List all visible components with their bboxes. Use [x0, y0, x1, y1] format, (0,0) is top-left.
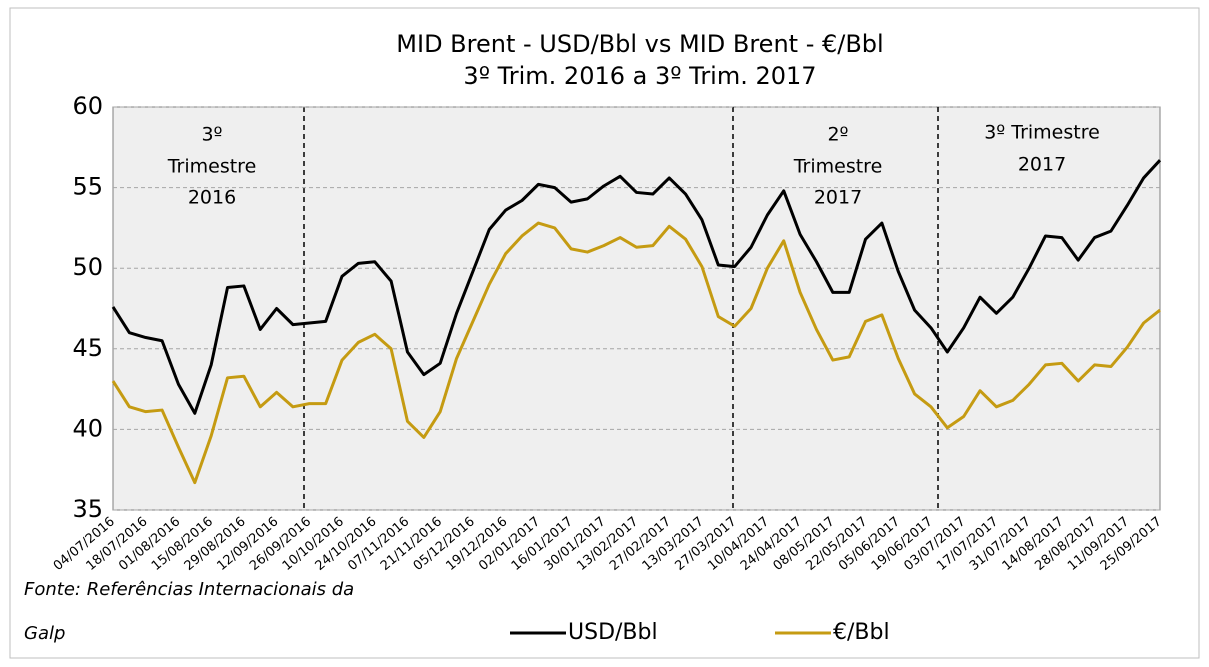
annotation: Trimestre [167, 156, 257, 178]
y-tick-label: 35 [72, 495, 103, 523]
legend-label: €/Bbl [833, 620, 890, 645]
annotation: 2017 [1018, 154, 1066, 176]
source-note: Fonte: Referências Internacionais da Gal… [24, 579, 355, 644]
chart-border [9, 7, 1200, 659]
annotation: 2º [827, 124, 848, 146]
annotation: 3º [201, 124, 222, 146]
chart-subtitle: 3º Trim. 2016 a 3º Trim. 2017 [463, 62, 816, 90]
y-tick-label: 50 [72, 253, 103, 281]
y-tick-label: 55 [72, 173, 103, 201]
chart-title: MID Brent - USD/Bbl vs MID Brent - €/Bbl [396, 30, 883, 58]
y-tick-label: 60 [72, 92, 103, 120]
y-tick-label: 40 [72, 414, 103, 442]
annotation: Trimestre [793, 156, 883, 178]
series-line [111, 159, 1162, 415]
series-line [111, 221, 1161, 485]
plot-area [112, 106, 1161, 511]
legend-label: USD/Bbl [568, 620, 658, 645]
y-tick-label: 45 [72, 334, 103, 362]
annotation: 3º Trimestre [984, 122, 1100, 144]
annotation: 2017 [814, 187, 862, 209]
annotation: 2016 [188, 187, 236, 209]
